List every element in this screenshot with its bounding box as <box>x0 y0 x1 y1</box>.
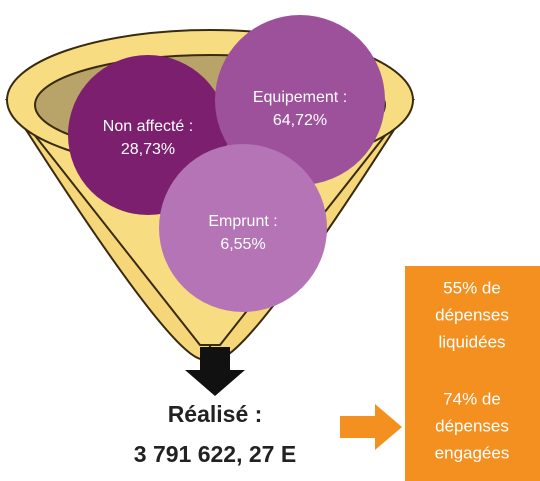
box-line: 55% de <box>443 278 501 297</box>
bubble-label: Emprunt : <box>208 213 277 230</box>
right-arrow <box>340 404 402 450</box>
bubble-label: Non affecté : <box>103 118 193 135</box>
summary-box <box>405 266 540 481</box>
box-line: liquidées <box>438 332 505 351</box>
bubble-value: 6,55% <box>220 236 265 253</box>
box-line: dépenses <box>435 305 509 324</box>
bubble <box>215 15 385 185</box>
bubble-value: 28,73% <box>121 141 175 158</box>
box-line: 74% de <box>443 389 501 408</box>
box-line: dépenses <box>435 416 509 435</box>
result-value: 3 791 622, 27 E <box>134 441 296 467</box>
down-arrow <box>185 347 245 396</box>
result-label: Réalisé : <box>168 401 263 427</box>
bubble-value: 64,72% <box>273 112 327 129</box>
bubble <box>159 144 327 312</box>
bubble-label: Equipement : <box>253 89 347 106</box>
box-line: engagées <box>435 443 510 462</box>
